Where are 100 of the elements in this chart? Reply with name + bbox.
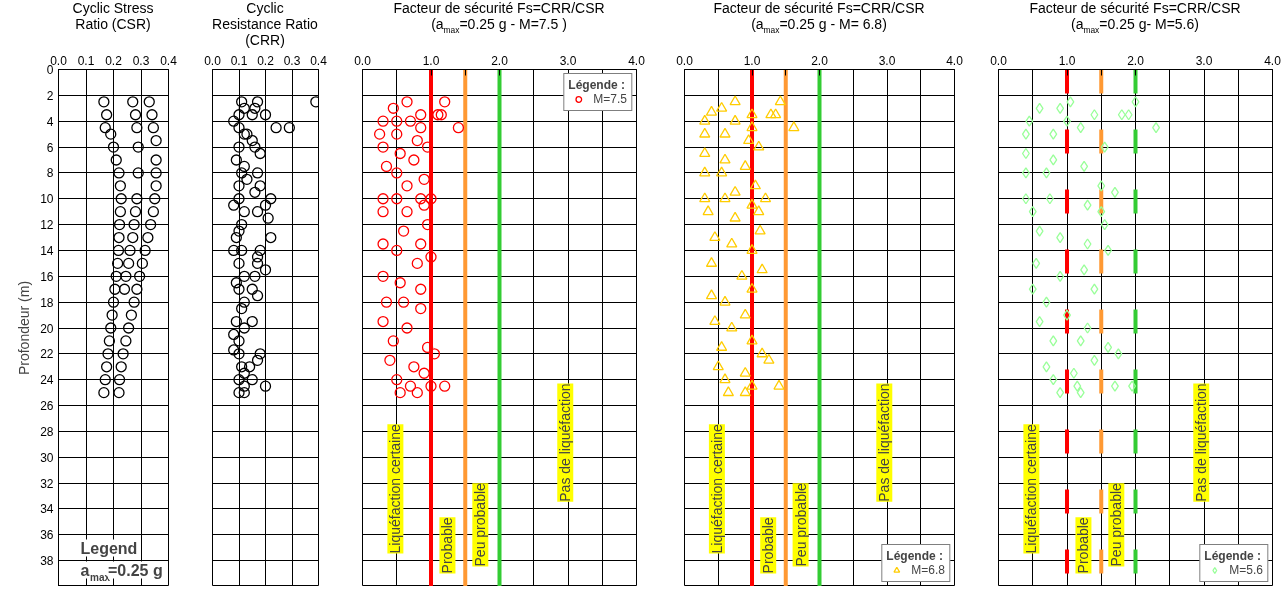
point bbox=[122, 322, 135, 334]
y-tick-label: 18 bbox=[40, 295, 54, 310]
point bbox=[110, 154, 122, 166]
point bbox=[397, 296, 410, 308]
annotation: Liquéfaction certaine bbox=[387, 424, 404, 554]
point bbox=[439, 380, 451, 392]
point bbox=[377, 206, 389, 218]
point bbox=[147, 206, 160, 218]
y-tick-label: 16 bbox=[40, 269, 54, 284]
chart-title: Facteur de sécurité Fs=CRR/CSR bbox=[713, 0, 925, 16]
point bbox=[122, 257, 135, 270]
point bbox=[391, 244, 403, 257]
point bbox=[425, 193, 437, 205]
chart-subtitle: (a$_{max}$=0.25 g - M= 6.8) bbox=[751, 16, 887, 35]
point bbox=[377, 115, 389, 127]
annotation: Pas de liquéfaction bbox=[876, 383, 893, 502]
point bbox=[746, 379, 758, 390]
y-tick-label: 34 bbox=[40, 502, 54, 517]
point bbox=[788, 121, 800, 132]
point bbox=[411, 386, 423, 399]
point bbox=[115, 193, 127, 205]
point bbox=[147, 122, 160, 134]
annotation: Probable bbox=[439, 517, 456, 574]
point bbox=[391, 128, 403, 140]
point bbox=[739, 366, 751, 377]
legend-label: M=5.6 bbox=[1229, 563, 1263, 577]
point bbox=[1056, 102, 1065, 114]
point bbox=[709, 231, 721, 242]
point bbox=[1035, 225, 1044, 237]
point bbox=[106, 309, 118, 321]
point bbox=[377, 238, 389, 250]
point bbox=[107, 296, 120, 308]
point bbox=[452, 122, 465, 134]
point bbox=[726, 237, 738, 248]
point bbox=[1083, 199, 1092, 211]
point bbox=[739, 386, 751, 397]
point bbox=[415, 122, 427, 134]
y-tick-label: 26 bbox=[40, 399, 54, 414]
point bbox=[715, 101, 728, 112]
point bbox=[1021, 193, 1030, 205]
point bbox=[110, 270, 122, 282]
point bbox=[150, 180, 162, 192]
x-tick-label: 4.0 bbox=[1264, 53, 1282, 68]
point bbox=[1025, 115, 1034, 127]
y-tick-label: 28 bbox=[40, 424, 54, 439]
chart-title: Cyclic Stress Ratio (CSR) bbox=[71, 0, 155, 33]
point bbox=[1045, 193, 1054, 205]
point bbox=[120, 335, 132, 347]
point bbox=[428, 348, 441, 360]
point bbox=[380, 160, 393, 173]
point bbox=[117, 348, 129, 360]
point bbox=[719, 192, 731, 203]
point bbox=[774, 95, 786, 106]
point bbox=[125, 309, 138, 321]
point bbox=[729, 114, 741, 125]
point bbox=[150, 167, 162, 179]
point bbox=[118, 283, 131, 295]
x-tick-label: 0.4 bbox=[310, 53, 328, 68]
point bbox=[421, 141, 434, 153]
x-tick-label: 4.0 bbox=[946, 53, 964, 68]
x-tick-label: 1.0 bbox=[743, 53, 761, 68]
point bbox=[415, 302, 427, 315]
point bbox=[99, 122, 111, 134]
point bbox=[113, 231, 125, 244]
point bbox=[146, 109, 158, 121]
point bbox=[113, 386, 125, 399]
point bbox=[1042, 167, 1051, 179]
point bbox=[746, 108, 758, 119]
point bbox=[1128, 380, 1137, 392]
point bbox=[1083, 322, 1092, 334]
y-tick-label: 2 bbox=[46, 88, 54, 103]
point bbox=[1080, 264, 1089, 276]
point bbox=[133, 270, 146, 282]
point bbox=[1110, 380, 1119, 392]
point bbox=[397, 225, 410, 237]
point bbox=[415, 193, 427, 205]
point bbox=[150, 154, 162, 166]
point bbox=[425, 380, 437, 392]
point bbox=[418, 199, 430, 211]
y-tick-label: 8 bbox=[46, 166, 54, 181]
point bbox=[726, 321, 738, 332]
y-tick-label: 0 bbox=[46, 63, 54, 77]
chart-subtitle: (a$_{max}$=0.25 g - M=7.5 ) bbox=[431, 16, 567, 35]
point bbox=[742, 134, 755, 145]
x-tick-label: 2.0 bbox=[1127, 53, 1145, 68]
point bbox=[1124, 109, 1133, 121]
chart-title: Facteur de sécurité Fs=CRR/CSR bbox=[1029, 0, 1241, 16]
point bbox=[1049, 335, 1058, 347]
x-tick-label: 0.3 bbox=[283, 53, 301, 68]
point bbox=[408, 154, 420, 166]
x-tick-label: 0.0 bbox=[990, 53, 1008, 68]
y-tick-label: 24 bbox=[40, 373, 54, 388]
point bbox=[103, 335, 116, 347]
annotation: Liquéfaction certaine bbox=[1023, 424, 1040, 554]
point bbox=[1100, 141, 1109, 153]
point bbox=[739, 160, 751, 170]
point bbox=[1110, 186, 1119, 198]
chart-title: Cyclic Resistance Ratio (CRR) bbox=[212, 0, 318, 49]
point bbox=[1076, 335, 1085, 347]
x-tick-label: 1.0 bbox=[1058, 53, 1076, 68]
